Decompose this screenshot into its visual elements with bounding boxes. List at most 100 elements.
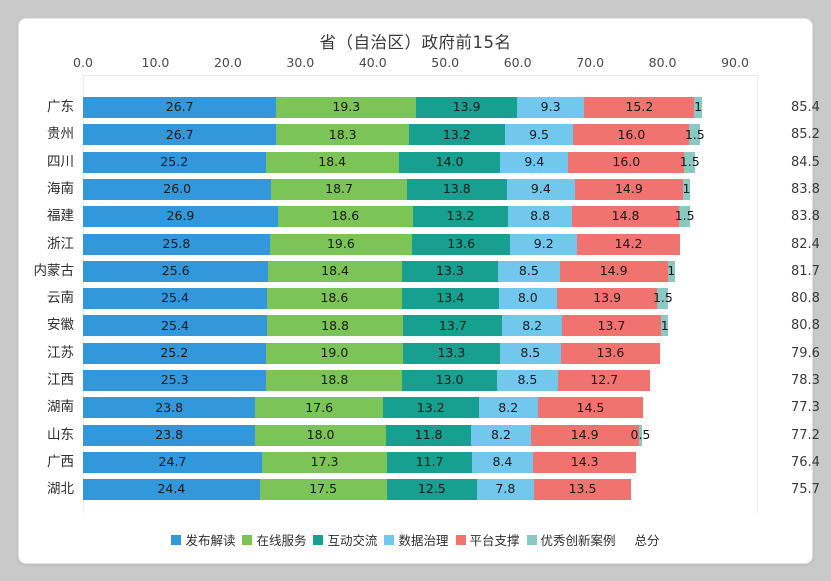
bar-segment[interactable]: 8.2: [502, 315, 562, 337]
bar-segment[interactable]: 13.7: [403, 315, 503, 337]
bar-segment[interactable]: 14.5: [537, 397, 643, 419]
row-total-label: 83.8: [791, 181, 820, 197]
bar-segment[interactable]: 18.0: [255, 424, 386, 446]
bar-segment[interactable]: 13.0: [402, 370, 497, 391]
bar-segment[interactable]: 8.2: [478, 397, 538, 419]
bar-segment[interactable]: 16.0: [568, 151, 685, 173]
bar-segment[interactable]: 25.6: [83, 260, 269, 282]
bar-segment[interactable]: 14.8: [572, 206, 680, 228]
bar-segment[interactable]: 17.3: [261, 451, 388, 473]
bar-segment[interactable]: 8.5: [499, 342, 562, 364]
bar-segment[interactable]: 13.5: [533, 479, 632, 501]
bar-segment[interactable]: 1.5: [685, 124, 705, 146]
bar-segment[interactable]: 9.3: [516, 97, 585, 118]
bar-segment[interactable]: 12.7: [558, 370, 651, 391]
bar-segment[interactable]: 18.3: [276, 124, 409, 146]
bar-segment[interactable]: 0.5: [631, 424, 650, 446]
bar-segment[interactable]: 13.9: [416, 97, 517, 118]
bar-row: 云南 25.4 18.6 13.4 8.0 13.9 1.5 80.8: [47, 285, 820, 312]
bar-segment[interactable]: 18.6: [267, 288, 402, 310]
bar-segment[interactable]: 9.4: [500, 151, 569, 173]
bar-segment[interactable]: 9.4: [506, 178, 575, 200]
bar-segment[interactable]: 26.0: [83, 178, 272, 200]
bar-segment[interactable]: 13.7: [561, 315, 662, 337]
bar-segment[interactable]: 24.7: [83, 451, 262, 473]
bar-segment[interactable]: 1: [661, 315, 669, 337]
bar-segment[interactable]: 13.6: [561, 342, 660, 364]
bar-segment[interactable]: 14.9: [559, 260, 668, 282]
legend-item[interactable]: 平台支撑: [455, 530, 520, 549]
bar-segment[interactable]: 25.4: [83, 315, 267, 337]
legend-swatch-icon: [171, 534, 182, 545]
bar-value-label: 18.3: [328, 126, 357, 142]
bar-segment[interactable]: 18.7: [271, 178, 407, 200]
bar-segment[interactable]: 13.2: [382, 397, 479, 419]
bar-segment[interactable]: 13.4: [401, 288, 499, 310]
bar-segment[interactable]: 14.9: [574, 178, 683, 200]
bar-value-label: 13.7: [597, 317, 626, 333]
legend-item[interactable]: 在线服务: [242, 530, 306, 549]
bar-segment[interactable]: 1: [682, 178, 690, 200]
bar-segment[interactable]: 13.2: [412, 206, 509, 228]
legend-item[interactable]: 优秀创新案例: [526, 530, 616, 549]
bar-segment[interactable]: 1.5: [675, 206, 695, 228]
bar-segment[interactable]: 16.0: [573, 124, 690, 146]
bar-segment[interactable]: 9.2: [510, 233, 578, 255]
bar-segment[interactable]: 9.5: [504, 124, 574, 146]
bar-segment[interactable]: 17.5: [259, 479, 387, 501]
bar-segment[interactable]: 13.8: [406, 178, 507, 200]
bar-segment[interactable]: 26.7: [83, 97, 277, 118]
bar-segment[interactable]: 25.2: [83, 342, 266, 364]
bar-segment[interactable]: 15.2: [584, 97, 695, 118]
bar-segment[interactable]: 26.9: [83, 206, 278, 228]
bar-segment[interactable]: 18.8: [266, 370, 403, 391]
bar-segment[interactable]: 14.9: [530, 424, 639, 446]
bar-segment[interactable]: 8.0: [498, 288, 557, 310]
bar-segment[interactable]: 23.8: [83, 424, 256, 446]
row-total-label: 84.5: [791, 154, 820, 170]
bar-segment[interactable]: 8.8: [508, 206, 572, 228]
bar-segment[interactable]: 19.3: [276, 97, 417, 118]
bar-segment[interactable]: 23.8: [83, 397, 256, 419]
bar-row: 江苏 25.2 19.0 13.3 8.5 13.6 79.6: [47, 340, 820, 367]
bar-segment[interactable]: 17.6: [255, 397, 383, 419]
bar-segment[interactable]: 13.6: [411, 233, 511, 255]
bar-segment[interactable]: 11.7: [387, 451, 473, 473]
bar-segment[interactable]: 11.8: [385, 424, 472, 446]
bar-segment[interactable]: 18.8: [267, 315, 404, 337]
bar-segment[interactable]: 25.2: [83, 151, 266, 173]
bar-segment[interactable]: 18.4: [265, 151, 399, 173]
bar-segment[interactable]: 1: [667, 260, 675, 282]
bar-segment[interactable]: 18.4: [268, 260, 402, 282]
stacked-bar: 26.9 18.6 13.2 8.8 14.8 1.5: [83, 206, 735, 228]
bar-segment[interactable]: 13.9: [556, 288, 658, 310]
bar-segment[interactable]: 26.7: [83, 124, 277, 146]
bar-segment[interactable]: 1.5: [680, 151, 700, 173]
bar-segment[interactable]: 12.5: [386, 479, 478, 501]
bar-segment[interactable]: 13.2: [409, 124, 505, 146]
bar-segment[interactable]: 8.4: [472, 451, 533, 473]
legend-item[interactable]: 发布解读: [171, 530, 235, 549]
bar-segment[interactable]: 1.5: [653, 288, 673, 310]
legend-item[interactable]: 数据治理: [384, 530, 449, 549]
bar-segment[interactable]: 25.4: [83, 288, 267, 310]
bar-segment[interactable]: 8.5: [496, 370, 559, 391]
bar-segment[interactable]: 25.8: [83, 233, 270, 255]
bar-segment[interactable]: 8.5: [498, 260, 560, 282]
bar-segment[interactable]: 19.0: [265, 342, 404, 364]
bar-segment[interactable]: 14.2: [577, 233, 680, 255]
legend-item[interactable]: 互动交流: [313, 530, 377, 549]
bar-segment[interactable]: 1: [694, 97, 702, 118]
bar-segment[interactable]: 7.8: [477, 479, 534, 501]
bar-segment[interactable]: 13.3: [401, 260, 499, 282]
bar-segment[interactable]: 14.0: [398, 151, 501, 173]
bar-segment[interactable]: 8.2: [471, 424, 531, 446]
bar-segment[interactable]: 19.6: [269, 233, 412, 255]
bar-segment[interactable]: 24.4: [83, 479, 260, 501]
bar-segment[interactable]: 13.3: [403, 342, 500, 364]
bar-segment[interactable]: 14.3: [532, 451, 637, 473]
bar-row: 湖北 24.4 17.5 12.5 7.8 13.5 75.7: [47, 476, 820, 503]
bar-segment[interactable]: 18.6: [277, 206, 413, 228]
bar-segment[interactable]: 25.3: [83, 370, 267, 391]
category-label: 云南: [47, 290, 74, 307]
